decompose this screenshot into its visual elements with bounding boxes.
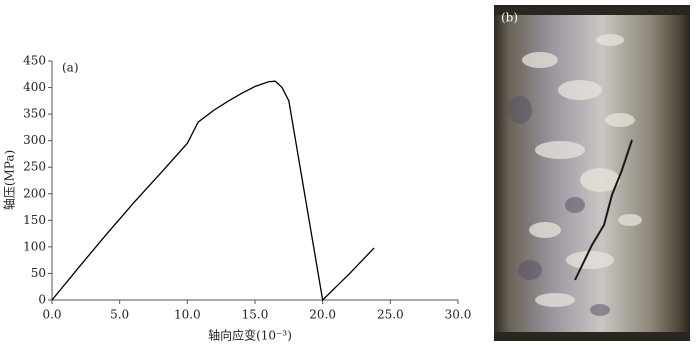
y-tick-label: 400 <box>23 80 46 94</box>
x-axis-label: 轴向应变(10⁻³) <box>208 328 292 343</box>
specimen-photo <box>494 5 690 341</box>
x-tick-label: 5.0 <box>110 308 129 322</box>
x-tick-label: 10.0 <box>174 308 201 322</box>
panel-label: (a) <box>62 61 79 75</box>
x-tick-label: 25.0 <box>377 308 404 322</box>
y-tick-label: 50 <box>31 266 46 280</box>
y-tick-label: 100 <box>23 239 46 253</box>
x-tick-label: 30.0 <box>445 308 472 322</box>
x-tick-label: 15.0 <box>242 308 269 322</box>
y-axis-label: 轴压(MPa) <box>2 150 17 210</box>
y-tick-label: 150 <box>23 213 46 227</box>
x-tick-label: 20.0 <box>309 308 336 322</box>
y-tick-label: 0 <box>38 293 46 307</box>
y-tick-label: 200 <box>23 186 46 200</box>
y-tick-label: 350 <box>23 107 46 121</box>
y-tick-label: 250 <box>23 160 46 174</box>
y-tick-label: 450 <box>23 54 46 68</box>
y-tick-label: 300 <box>23 133 46 147</box>
photo-label: (b) <box>501 11 518 25</box>
x-tick-label: 0.0 <box>42 308 61 322</box>
data-line <box>51 80 375 302</box>
